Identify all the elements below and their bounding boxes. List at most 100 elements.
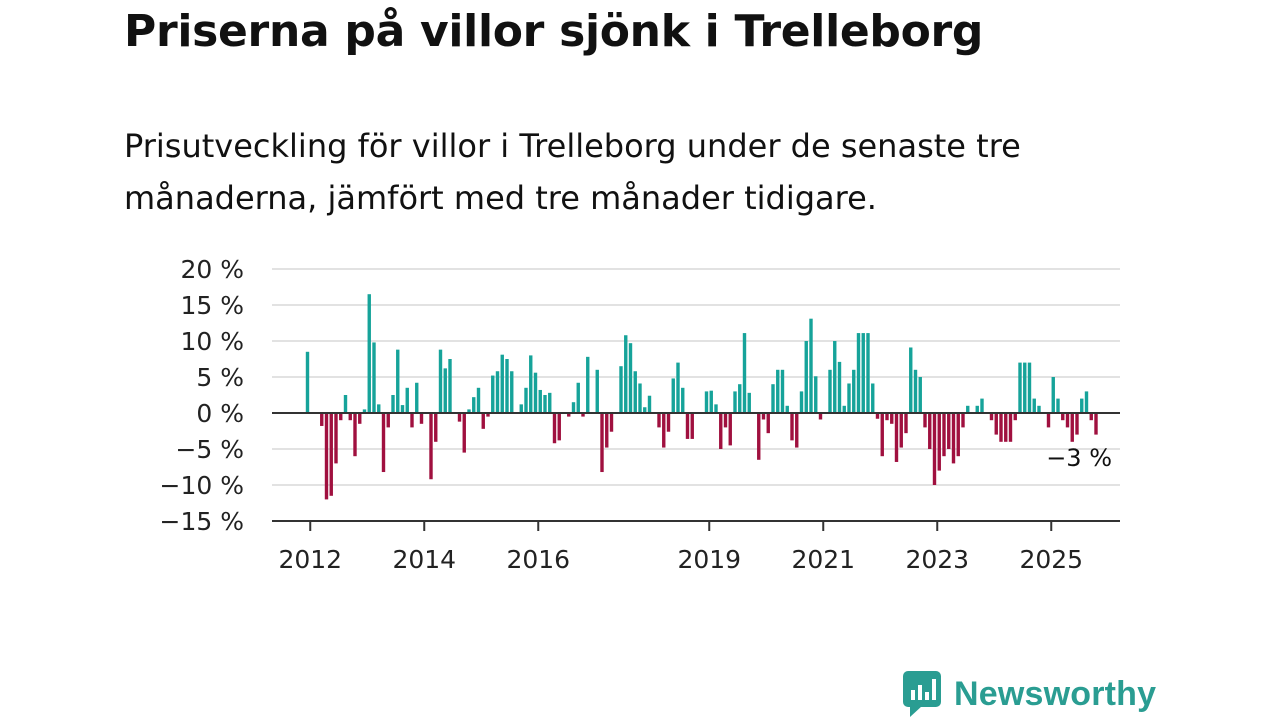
bar (866, 333, 870, 413)
bar (557, 413, 561, 441)
bar (662, 413, 666, 448)
bar (377, 404, 381, 413)
bar (861, 333, 865, 413)
bar (1013, 413, 1017, 421)
bar (771, 384, 775, 413)
bar (647, 395, 652, 413)
bar (818, 413, 823, 420)
bar (904, 413, 908, 434)
bar (543, 395, 547, 413)
bar (581, 413, 585, 417)
bar (714, 404, 718, 413)
bar (491, 375, 495, 413)
bar (719, 413, 723, 449)
y-tick-label: −15 % (160, 507, 244, 536)
bar (415, 382, 419, 413)
bar (643, 407, 647, 413)
bar (320, 413, 324, 426)
bar (1065, 413, 1070, 428)
y-tick-label: 0 % (196, 399, 244, 428)
y-tick-label: 10 % (180, 327, 244, 356)
x-tick-label: 2016 (506, 545, 570, 574)
bar (975, 405, 979, 413)
bar (495, 371, 500, 413)
bar (795, 413, 799, 448)
bar (804, 341, 808, 413)
bar (956, 413, 960, 457)
bar (429, 413, 433, 480)
bar (766, 413, 770, 434)
bar (405, 387, 409, 413)
bar (362, 409, 367, 413)
bar (709, 390, 713, 413)
bar (410, 413, 414, 428)
bar (358, 413, 362, 424)
bar (747, 392, 751, 413)
bar (552, 413, 557, 444)
bar (472, 397, 476, 413)
bar (567, 413, 571, 417)
bar (510, 371, 514, 413)
bar (728, 413, 732, 446)
y-tick-label: 15 % (180, 291, 244, 320)
bar (899, 413, 903, 448)
bar (1070, 413, 1074, 442)
bar (890, 413, 894, 424)
bar (533, 372, 538, 413)
bar (742, 333, 747, 413)
bar (595, 369, 599, 413)
bar (942, 413, 946, 457)
x-tick-label: 2012 (278, 545, 342, 574)
x-tick-label: 2023 (905, 545, 969, 574)
bar (619, 366, 623, 413)
bar (609, 413, 614, 432)
bar (814, 376, 818, 413)
bar (576, 382, 580, 413)
bar (600, 413, 604, 473)
bar (343, 395, 348, 413)
bar (1094, 413, 1098, 435)
last-value-label: −3 % (1046, 444, 1112, 472)
bar (980, 398, 984, 413)
chart-subtitle: Prisutveckling för villor i Trelleborg u… (124, 127, 1021, 217)
newsworthy-chart-icon (903, 671, 941, 717)
bar (790, 413, 794, 441)
bar (733, 391, 737, 413)
bar (438, 349, 443, 413)
bar (928, 413, 932, 449)
bar (909, 347, 913, 413)
bar (738, 384, 742, 413)
bar (339, 413, 343, 421)
bar (833, 341, 837, 413)
bar (809, 318, 813, 413)
bar (837, 361, 842, 413)
bar (524, 387, 528, 413)
gridlines (272, 268, 1120, 486)
bar (757, 413, 761, 460)
bar (923, 413, 927, 428)
bar (457, 413, 462, 422)
bar (1056, 398, 1060, 413)
brand-name: Newsworthy (954, 674, 1157, 713)
bar (1051, 377, 1055, 413)
bar (334, 413, 338, 464)
bar (690, 413, 694, 439)
bar (381, 413, 386, 473)
bar (538, 389, 542, 413)
bar (586, 356, 590, 413)
bar (875, 413, 880, 419)
x-tick-label: 2019 (677, 545, 741, 574)
y-tick-label: 5 % (196, 363, 244, 392)
bar (391, 395, 395, 413)
bar (776, 369, 780, 413)
bar (918, 377, 922, 413)
chart-title: Priserna på villor sjönk i Trelleborg (124, 6, 984, 57)
bar (947, 413, 951, 449)
bar (476, 387, 481, 413)
bar (467, 409, 471, 413)
bar (761, 413, 766, 420)
bar (400, 405, 405, 413)
y-tick-label: −10 % (160, 471, 244, 500)
bar (1037, 405, 1041, 413)
